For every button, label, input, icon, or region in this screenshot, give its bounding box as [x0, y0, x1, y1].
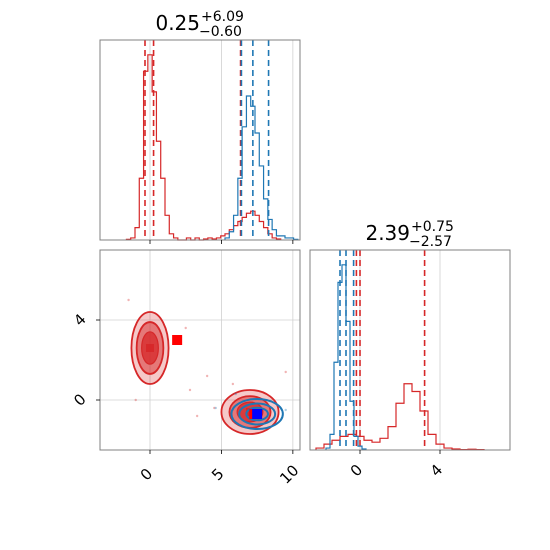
axes-frame: [99, 249, 301, 451]
x-tick-label: 10: [276, 461, 302, 487]
title-right-minus: −2.57: [409, 234, 452, 250]
truth-marker-0: [172, 335, 183, 345]
truth-marker-2: [252, 409, 263, 419]
sample-point: [231, 382, 235, 386]
title-right-plus: +0.75: [411, 219, 454, 235]
sample-point: [188, 388, 192, 392]
sample-point: [284, 408, 287, 412]
contour-inner-1-0: [245, 406, 269, 422]
title-top-plus: +6.09: [201, 9, 244, 25]
title-top: 0.25: [155, 11, 200, 35]
sample-point: [134, 398, 137, 402]
sample-point: [127, 298, 130, 302]
contour-outer-1-0: [230, 398, 284, 430]
sample-point: [214, 406, 217, 410]
histogram-panel-param-1: [99, 39, 301, 244]
grid: [149, 40, 294, 240]
y-tick-label: 0: [70, 390, 89, 409]
x-tick-label: 0: [137, 465, 156, 484]
axes-frame: [99, 39, 301, 241]
sample-point: [284, 370, 287, 374]
contour-panel-2d: 0 5 10 0 4: [70, 249, 302, 488]
sample-point: [213, 406, 216, 410]
x-tick-label: 4: [427, 461, 446, 480]
mode-center-0-0: [146, 344, 154, 352]
contour-mid-1-0: [238, 402, 277, 426]
sample-point: [205, 374, 209, 378]
histogram-series-0: [315, 383, 485, 451]
sample-point: [195, 414, 199, 418]
title-top-value: 0.25: [155, 11, 200, 35]
axes-frame: [309, 249, 511, 451]
title-right-value: 2.39: [365, 221, 410, 245]
sample-point: [234, 392, 237, 396]
x-tick-label: 5: [208, 465, 227, 484]
histogram-series-1: [224, 95, 299, 240]
y-tick-label: 4: [70, 310, 89, 329]
x-tick-label: 0: [347, 461, 366, 480]
title-top-minus: −0.60: [199, 24, 242, 40]
histogram-series-0: [125, 54, 282, 241]
sample-point: [184, 326, 187, 330]
